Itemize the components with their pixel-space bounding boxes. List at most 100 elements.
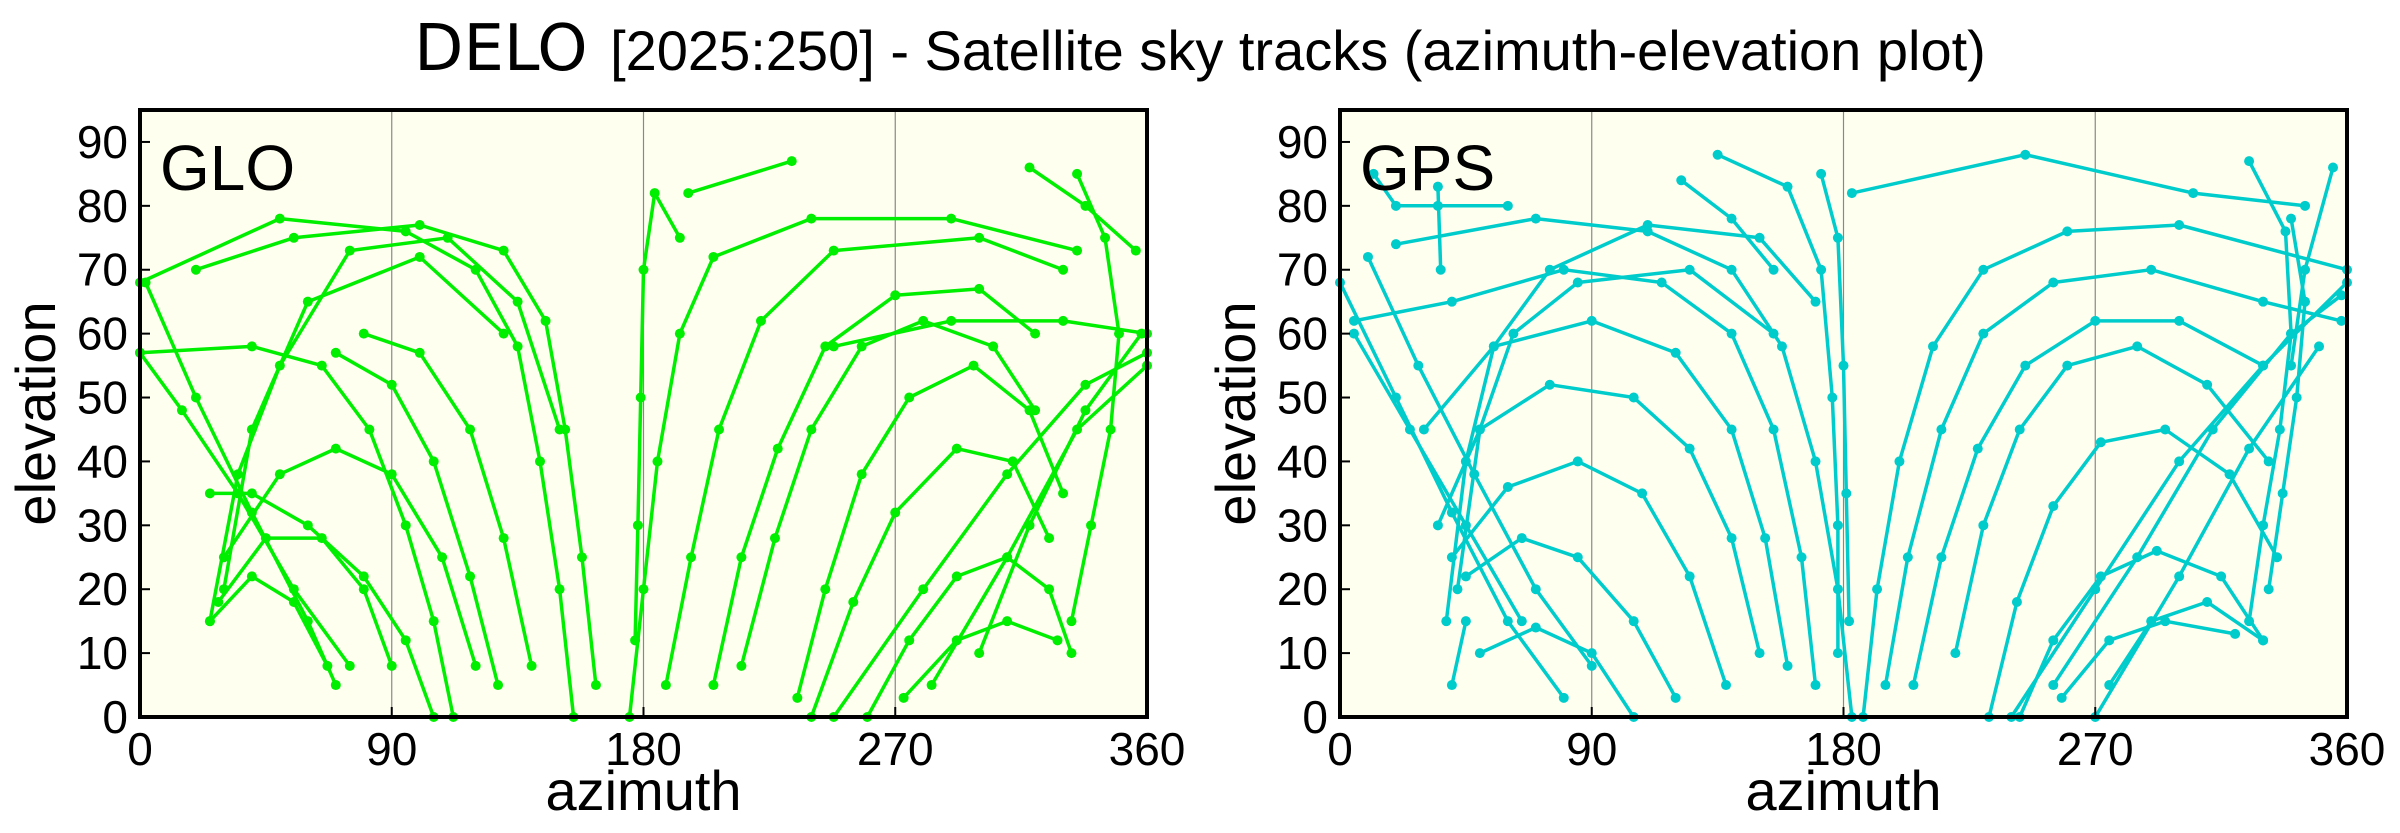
track-point: [1670, 347, 1681, 358]
satellite-track: [809, 446, 1051, 718]
x-tick-label: 180: [1805, 723, 1882, 775]
track-point: [1810, 680, 1821, 691]
track-point: [828, 245, 839, 256]
track-point: [1760, 533, 1771, 544]
track-point: [2104, 635, 2115, 646]
track-point: [1880, 680, 1891, 691]
satellite-track: [627, 216, 1078, 718]
track-point: [2174, 571, 2185, 582]
track-point: [1080, 379, 1091, 390]
track-point: [2014, 424, 2025, 435]
track-point: [2336, 315, 2347, 326]
track-point: [856, 341, 867, 352]
track-point: [2174, 315, 2185, 326]
y-tick-label: 40: [1277, 435, 1328, 487]
satellite-track: [222, 446, 478, 667]
track-point: [1530, 622, 1541, 633]
track-point: [1544, 379, 1555, 390]
track-point: [1446, 296, 1457, 307]
track-point: [1656, 277, 1667, 288]
track-point: [1637, 488, 1648, 499]
track-point: [386, 379, 397, 390]
track-point: [1684, 571, 1695, 582]
track-point: [2160, 424, 2171, 435]
track-point: [2277, 488, 2288, 499]
y-tick-label: 90: [1277, 116, 1328, 168]
track-point: [400, 226, 411, 237]
track-point: [2244, 616, 2255, 627]
track-point: [2062, 226, 2073, 237]
track-point: [1832, 584, 1843, 595]
track-point: [1502, 616, 1513, 627]
track-point: [232, 469, 243, 480]
track-point: [526, 660, 537, 671]
track-point: [2300, 264, 2311, 275]
y-tick-label: 70: [77, 244, 128, 296]
track-point: [2286, 360, 2297, 371]
x-axis-label: azimuth: [545, 759, 741, 822]
track-point: [2132, 341, 2143, 352]
track-point: [2244, 443, 2255, 454]
track-point: [820, 584, 831, 595]
track-point: [946, 315, 957, 326]
track-point: [204, 488, 215, 499]
track-point: [1002, 469, 1013, 480]
satellite-track: [208, 574, 329, 667]
track-point: [1950, 648, 1961, 659]
track-point: [2048, 680, 2059, 691]
satellite-track: [1353, 267, 1818, 686]
x-tick-label: 270: [857, 723, 934, 775]
track-point: [974, 648, 985, 659]
track-point: [2291, 392, 2302, 403]
satellite-track: [2060, 619, 2236, 699]
track-point: [344, 245, 355, 256]
track-point: [1894, 456, 1905, 467]
track-point: [2286, 328, 2297, 339]
track-point: [1754, 648, 1765, 659]
track-point: [1726, 424, 1737, 435]
track-point: [540, 315, 551, 326]
track-point: [649, 188, 660, 199]
track-point: [1978, 264, 1989, 275]
track-point: [968, 360, 979, 371]
track-point: [1832, 520, 1843, 531]
chart-panel-gps: 0 90 180 270 360 0 10 20 30 40 50 60 70 80 90 azimuth el…: [1204, 108, 2385, 822]
track-point: [1816, 264, 1827, 275]
track-point: [493, 680, 504, 691]
track-point: [1058, 488, 1069, 499]
track-point: [465, 424, 476, 435]
track-point: [2048, 635, 2059, 646]
track-point: [1072, 168, 1083, 179]
track-point: [792, 692, 803, 703]
panel-label: GLO: [160, 132, 295, 204]
track-point: [674, 232, 685, 243]
track-point: [1080, 200, 1091, 211]
track-point: [1978, 520, 1989, 531]
y-tick-label: 0: [102, 691, 128, 743]
y-tick-label: 30: [77, 499, 128, 551]
track-point: [2056, 692, 2067, 703]
track-point: [1628, 392, 1639, 403]
satellite-track: [1479, 625, 1636, 718]
track-point: [414, 251, 425, 262]
track-point: [2300, 296, 2311, 307]
track-point: [535, 456, 546, 467]
track-point: [302, 616, 313, 627]
track-point: [1816, 168, 1827, 179]
track-point: [1936, 552, 1947, 563]
track-point: [2095, 437, 2106, 448]
track-point: [590, 680, 601, 691]
x-tick-label: 360: [1109, 723, 1186, 775]
track-point: [498, 328, 509, 339]
track-point: [2090, 584, 2101, 595]
track-point: [330, 443, 341, 454]
track-point: [1441, 616, 1452, 627]
track-point: [176, 405, 187, 416]
track-point: [2258, 296, 2269, 307]
track-point: [1502, 481, 1513, 492]
track-point: [1838, 360, 1849, 371]
track-point: [1827, 392, 1838, 403]
track-point: [1516, 533, 1527, 544]
track-point: [714, 424, 725, 435]
track-point: [806, 424, 817, 435]
